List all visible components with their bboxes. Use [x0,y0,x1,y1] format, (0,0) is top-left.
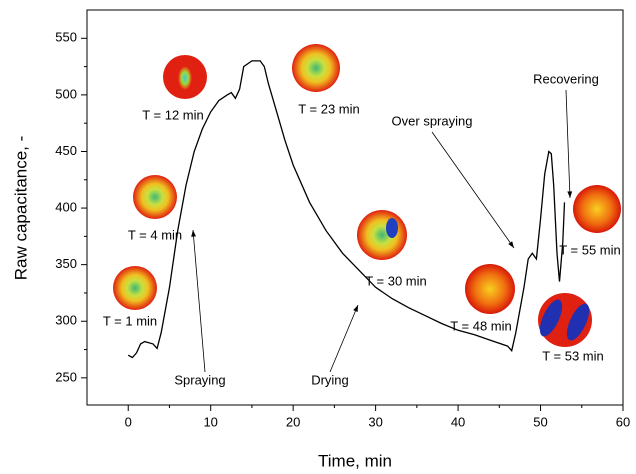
snapshot-label: T = 12 min [142,107,204,122]
snapshot-label: T = 23 min [298,101,360,116]
snapshot [133,175,177,219]
arrow-head [191,230,196,237]
snapshot-label: T = 4 min [128,227,182,242]
x-tick-label: 10 [203,414,217,429]
annotation: Over spraying [392,113,473,128]
arrow-head [567,191,573,198]
snapshot-blob [539,299,563,337]
snapshot [357,210,407,260]
y-tick-label: 500 [55,86,77,101]
x-tick-label: 30 [368,414,382,429]
x-tick-label: 20 [286,414,300,429]
snapshot-blob [566,303,590,341]
x-tick-label: 50 [533,414,547,429]
annotation: Spraying [174,372,225,387]
snapshot-label: T = 48 min [450,318,512,333]
snapshot-blob [386,218,398,238]
y-tick-label: 350 [55,256,77,271]
x-tick-label: 60 [616,414,630,429]
snapshot-label: T = 53 min [542,348,604,363]
annotation: Recovering [533,71,599,86]
snapshot [113,266,157,310]
y-tick-label: 400 [55,200,77,215]
annotation-arrow [565,89,571,199]
y-tick-label: 450 [55,143,77,158]
snapshot-blob [178,66,192,90]
x-tick-label: 0 [125,414,132,429]
y-tick-label: 300 [55,313,77,328]
data-line [127,60,566,359]
y-tick-label: 250 [55,369,77,384]
snapshot-label: T = 1 min [103,313,157,328]
snapshot [573,185,621,233]
annotation-arrow [431,131,515,249]
x-tick-label: 40 [451,414,465,429]
x-axis-label: Time, min [318,451,392,470]
annotation: Drying [311,372,349,387]
annotation-arrow [192,229,206,373]
snapshot-images [113,44,621,347]
y-axis-label: Raw capacitance, - [11,136,30,281]
snapshot-label: T = 30 min [365,273,427,288]
plot-frame [86,9,624,406]
snapshot [465,264,515,314]
annotation-arrow [329,304,359,373]
y-tick-label: 550 [55,30,77,45]
snapshot-label: T = 55 min [559,242,621,257]
snapshot [292,44,340,92]
arrow-head [508,241,514,248]
arrow-head [353,305,358,312]
